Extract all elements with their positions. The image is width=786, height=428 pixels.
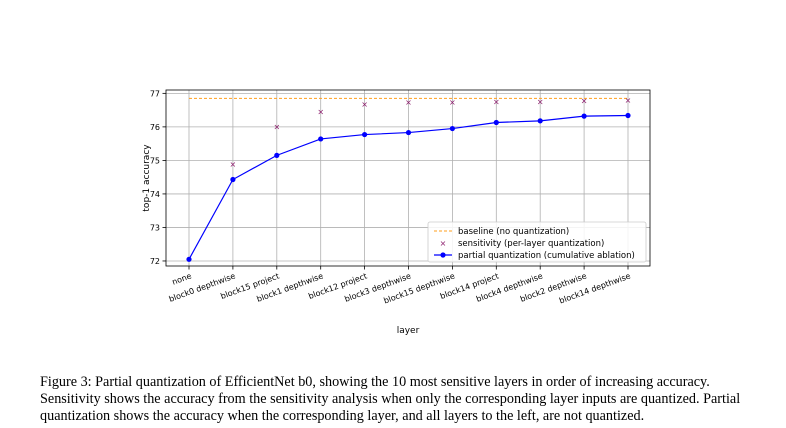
sensitivity-point: × [493, 98, 500, 107]
chart-figure: × × × × × × × × × × none block0 depthwise block15 p… [142, 89, 651, 336]
y-tick-label: 73 [150, 223, 160, 232]
sensitivity-point: × [405, 98, 412, 107]
y-tick-label: 74 [150, 190, 160, 199]
y-tick-label: 76 [150, 123, 160, 132]
legend-partial-label: partial quantization (cumulative ablatio… [458, 251, 635, 261]
legend: baseline (no quantization) × sensitivity… [427, 221, 647, 263]
y-tick-label: 75 [150, 156, 160, 165]
x-axis-label: layer [397, 326, 420, 336]
legend-sensitivity-label: sensitivity (per-layer quantization) [458, 239, 604, 249]
partial-quantization-point [449, 125, 455, 132]
sensitivity-point: × [230, 160, 237, 169]
plot-frame [165, 89, 651, 267]
y-tick-label: 77 [150, 89, 160, 98]
partial-quantization-point [493, 119, 499, 126]
sensitivity-point: × [449, 98, 456, 107]
x-tick-label: none [171, 271, 193, 286]
legend-sensitivity-swatch: × [440, 239, 447, 248]
sensitivity-point: × [625, 96, 632, 105]
partial-quantization-point [625, 112, 631, 119]
partial-quantization-point [537, 118, 543, 124]
y-tick-label: 72 [150, 257, 160, 266]
sensitivity-point: × [273, 123, 280, 132]
legend-baseline-label: baseline (no quantization) [458, 227, 569, 237]
partial-quantization-point [581, 113, 587, 119]
partial-quantization-point [318, 136, 324, 142]
y-axis-label: top-1 accuracy [142, 144, 152, 212]
series-layer: × × × × × × × × × × [186, 96, 631, 262]
sensitivity-point: × [537, 98, 544, 107]
sensitivity-point: × [581, 97, 588, 106]
legend-box [427, 221, 647, 263]
partial-quantization-point [405, 129, 412, 136]
sensitivity-point: × [361, 100, 368, 109]
partial-quantization-point [274, 152, 280, 158]
figure-caption: Figure 3: Partial quantization of Effici… [40, 374, 741, 424]
partial-quantization-point [362, 131, 368, 138]
legend-partial-swatch-dot [440, 252, 446, 258]
partial-quantization-point [186, 256, 192, 262]
partial-quantization-point [230, 176, 236, 183]
sensitivity-point: × [317, 108, 324, 117]
